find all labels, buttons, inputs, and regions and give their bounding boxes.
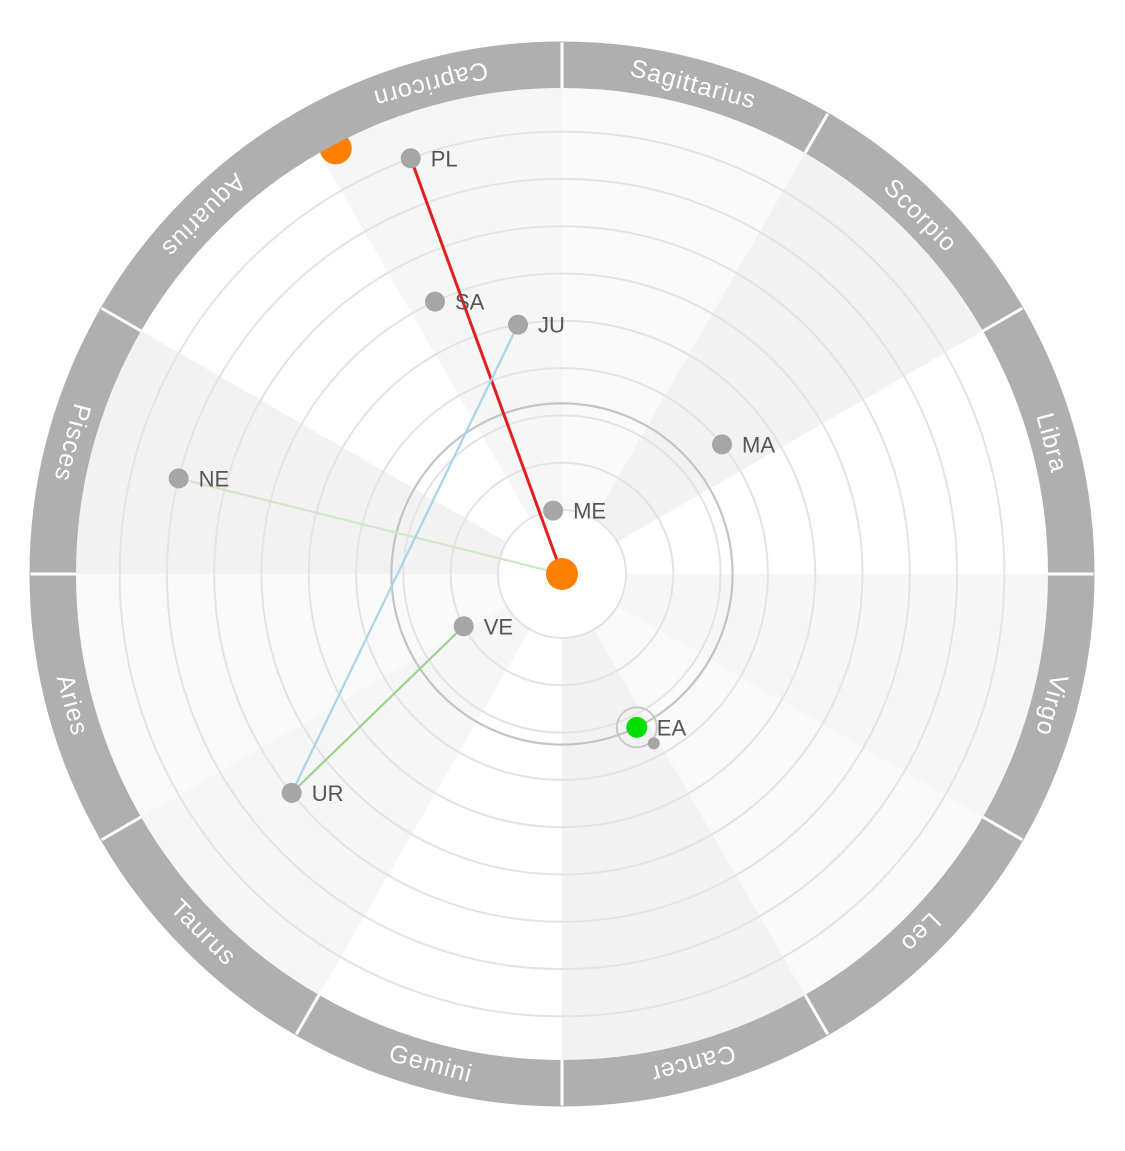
sector-wedge <box>562 629 805 1060</box>
zodiac-outer-edge <box>29 41 1095 1107</box>
planet-dot[interactable] <box>168 468 189 489</box>
planet-label: UR <box>312 781 344 806</box>
sign-divider <box>982 306 1024 333</box>
sector-wedge <box>594 606 983 995</box>
planet-label: JU <box>538 313 565 338</box>
planet-label: ME <box>573 499 606 524</box>
sun[interactable] <box>546 558 578 590</box>
planet-dot[interactable] <box>400 148 421 169</box>
planet-ma[interactable]: MA <box>712 432 775 457</box>
earth-orbit-ring <box>390 402 734 746</box>
sector-wedge <box>141 606 531 995</box>
planet-me[interactable]: ME <box>543 499 606 524</box>
planet-sa[interactable]: SA <box>425 290 485 315</box>
aspect-lines <box>178 157 564 794</box>
sector-wedge <box>319 629 562 1060</box>
planet-label: VE <box>484 614 513 639</box>
planets-layer: ME VE EA MA JU SA UR NE PL <box>168 146 775 806</box>
orbit-ring <box>260 272 864 876</box>
planet-ur[interactable]: UR <box>281 781 344 806</box>
sign-divider <box>294 994 321 1036</box>
sector-shading <box>76 88 1048 1060</box>
orbit-ring <box>355 367 769 781</box>
moon <box>647 737 660 750</box>
orbit-ring <box>307 319 817 829</box>
planet-dot[interactable] <box>281 782 302 803</box>
planet-dot[interactable] <box>508 314 529 335</box>
sector-wedge <box>594 153 983 543</box>
orbit-ring <box>165 177 959 971</box>
orbit-ring <box>449 461 675 687</box>
planet-label: MA <box>742 432 775 457</box>
planet-label: PL <box>431 146 458 171</box>
planet-dot[interactable] <box>453 616 474 637</box>
orbit-ring <box>213 225 911 923</box>
planet-label: EA <box>657 715 687 740</box>
sign-divider <box>982 815 1024 842</box>
planet-ve[interactable]: VE <box>453 614 513 639</box>
planet-dot[interactable] <box>425 291 446 312</box>
planet-dot[interactable] <box>543 500 564 521</box>
sector-wedge <box>76 574 507 817</box>
sign-divider <box>100 815 142 842</box>
planet-label: SA <box>455 290 485 315</box>
planet-dot[interactable] <box>712 434 733 455</box>
planet-label: NE <box>199 466 230 491</box>
sign-divider <box>803 994 830 1036</box>
orbit-rings <box>118 130 1006 1018</box>
aspect-line-ju-ur <box>290 324 520 794</box>
moon-orbit <box>615 706 658 749</box>
planet-ea[interactable]: EA <box>615 706 687 750</box>
sector-wedge <box>617 574 1048 817</box>
sector-wedge <box>562 88 805 519</box>
sector-wedge <box>76 331 507 574</box>
aspect-line-ve-ur <box>290 625 465 794</box>
orbit-ring <box>118 130 1006 1018</box>
planet-dot[interactable] <box>626 716 648 738</box>
earth-orbit-highlight <box>390 402 734 746</box>
planet-pl[interactable]: PL <box>400 146 458 171</box>
aspect-line-sun-ne <box>178 477 563 576</box>
sign-divider <box>803 112 830 154</box>
planet-ne[interactable]: NE <box>168 466 230 491</box>
orbit-ring <box>402 414 722 734</box>
planet-ju[interactable]: JU <box>508 313 565 338</box>
sign-divider <box>100 306 142 333</box>
sector-wedge <box>617 331 1048 574</box>
aspect-line-sun-pl <box>409 157 564 575</box>
sector-wedge <box>141 153 531 543</box>
